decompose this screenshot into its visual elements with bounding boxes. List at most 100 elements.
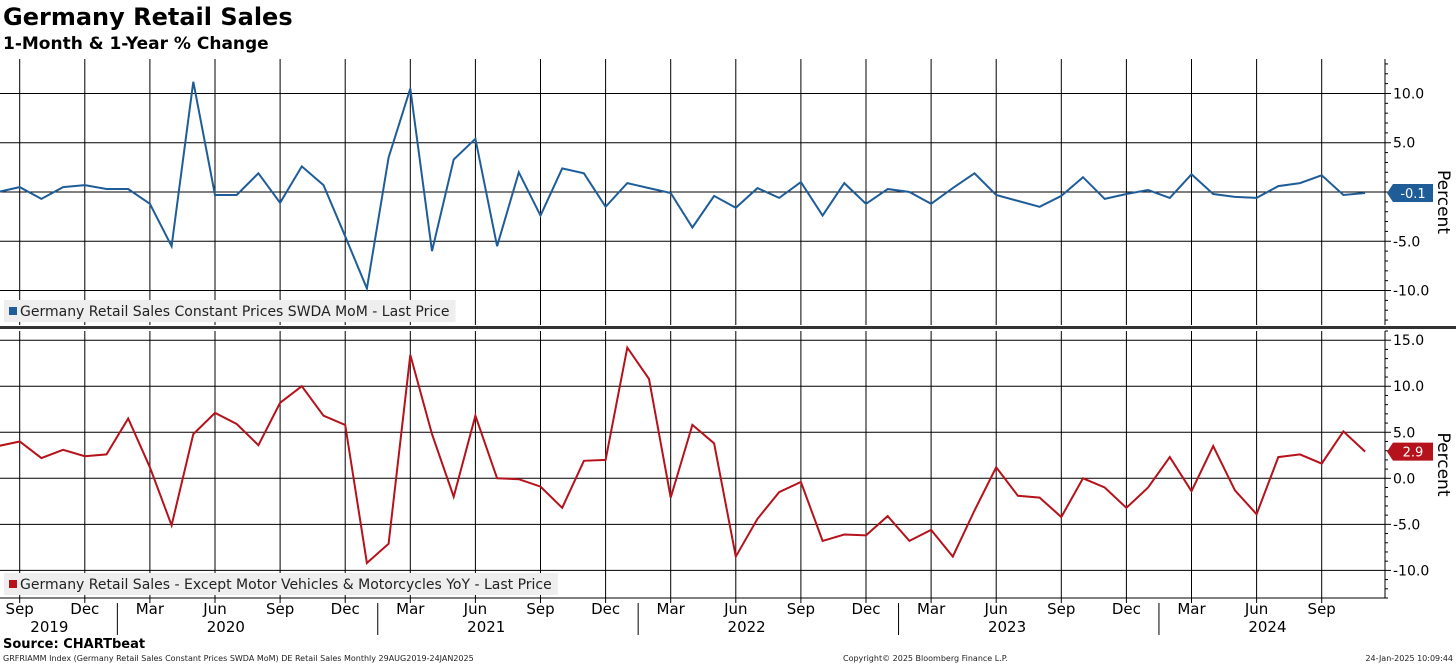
data-point-mom: [1234, 196, 1236, 198]
data-point-mom: [908, 191, 910, 193]
data-point-yoy: [1277, 456, 1279, 458]
data-point-yoy: [952, 555, 954, 557]
data-point-yoy: [366, 562, 368, 564]
data-point-mom: [539, 214, 541, 216]
data-point-yoy: [735, 555, 737, 557]
last-value-text-mom: -0.1: [1400, 187, 1425, 202]
data-point-mom: [257, 172, 259, 174]
data-point-yoy: [713, 442, 715, 444]
data-point-yoy: [843, 533, 845, 535]
x-tick-label: Sep: [1047, 600, 1075, 618]
data-point-mom: [214, 194, 216, 196]
data-point-mom: [930, 203, 932, 205]
last-value-badge-mom: [1387, 183, 1433, 202]
data-point-mom: [561, 167, 563, 169]
data-point-yoy: [1169, 456, 1171, 458]
data-point-mom: [648, 187, 650, 189]
data-point-mom: [1104, 198, 1106, 200]
y-tick-label-yoy: 5.0: [1393, 425, 1415, 441]
data-point-yoy: [1255, 513, 1257, 515]
x-tick-label: Jun: [1244, 600, 1268, 618]
x-tick-label: Mar: [136, 600, 165, 618]
y-tick-label-yoy: 10.0: [1393, 379, 1424, 395]
x-tick-label: Mar: [1177, 600, 1206, 618]
data-point-yoy: [40, 457, 42, 459]
y-tick-label-yoy: 15.0: [1393, 333, 1424, 349]
data-point-mom: [387, 156, 389, 158]
data-point-yoy: [257, 444, 259, 446]
data-point-mom: [518, 171, 520, 173]
data-point-yoy: [1125, 507, 1127, 509]
data-point-yoy: [1147, 486, 1149, 488]
data-point-mom: [1255, 197, 1257, 199]
last-value-text-yoy: 2.9: [1403, 446, 1424, 461]
data-point-mom: [301, 165, 303, 167]
data-point-yoy: [236, 423, 238, 425]
data-point-yoy: [930, 529, 932, 531]
last-value-badge-yoy: [1387, 442, 1433, 461]
y-tick-label-yoy: 0.0: [1393, 471, 1415, 487]
data-point-mom: [474, 138, 476, 140]
data-point-yoy: [1104, 486, 1106, 488]
data-point-mom: [105, 188, 107, 190]
data-point-mom: [1017, 200, 1019, 202]
x-year-label: 2021: [467, 618, 505, 636]
data-point-yoy: [756, 518, 758, 520]
data-point-yoy: [648, 378, 650, 380]
data-point-yoy: [409, 354, 411, 356]
data-point-mom: [1060, 195, 1062, 197]
data-point-yoy: [670, 496, 672, 498]
ticker-info: GRFRIAMM Index (Germany Retail Sales Con…: [3, 654, 474, 663]
data-point-yoy: [453, 496, 455, 498]
legend-label-mom: Germany Retail Sales Constant Prices SWD…: [20, 304, 450, 320]
data-point-yoy: [387, 543, 389, 545]
data-point-mom: [713, 195, 715, 197]
data-point-mom: [843, 182, 845, 184]
series-line-yoy: [0, 345, 1366, 565]
data-point-yoy: [322, 415, 324, 417]
data-point-yoy: [800, 481, 802, 483]
x-tick-label: Jun: [723, 600, 747, 618]
x-year-label: 2019: [30, 618, 68, 636]
data-point-yoy: [539, 485, 541, 487]
data-point-mom: [127, 188, 129, 190]
x-tick-label: Dec: [70, 600, 99, 618]
y-axis-label-yoy: Percent: [1433, 433, 1453, 497]
data-point-mom: [1299, 182, 1301, 184]
x-tick-label: Sep: [1308, 600, 1336, 618]
data-point-mom: [192, 81, 194, 83]
data-point-yoy: [1321, 462, 1323, 464]
x-tick-label: Jun: [463, 600, 487, 618]
x-tick-label: Sep: [266, 600, 294, 618]
data-point-yoy: [626, 346, 628, 348]
x-tick-label: Mar: [657, 600, 686, 618]
x-tick-label: Mar: [396, 600, 425, 618]
data-point-mom: [1147, 189, 1149, 191]
data-point-yoy: [474, 415, 476, 417]
data-point-mom: [279, 202, 281, 204]
data-point-yoy: [192, 433, 194, 435]
y-tick-label-mom: -10.0: [1393, 284, 1429, 300]
data-point-yoy: [1234, 489, 1236, 491]
data-point-yoy: [583, 460, 585, 462]
data-point-yoy: [149, 466, 151, 468]
y-tick-label-yoy: -5.0: [1393, 517, 1420, 533]
data-point-mom: [1125, 193, 1127, 195]
panel-separator: [0, 326, 1456, 329]
data-point-mom: [626, 182, 628, 184]
data-point-mom: [887, 188, 889, 190]
y-tick-label-mom: -5.0: [1393, 234, 1420, 250]
data-point-yoy: [105, 453, 107, 455]
data-point-mom: [1212, 193, 1214, 195]
x-year-label: 2024: [1248, 618, 1286, 636]
data-point-yoy: [1364, 450, 1366, 452]
copyright: Copyright© 2025 Bloomberg Finance L.P.: [843, 654, 1008, 663]
data-point-mom: [1321, 174, 1323, 176]
series-line-mom: [0, 81, 1366, 293]
data-point-mom: [756, 187, 758, 189]
data-point-yoy: [995, 466, 997, 468]
data-point-yoy: [973, 509, 975, 511]
x-year-label: 2022: [728, 618, 766, 636]
y-tick-label-yoy: -10.0: [1393, 563, 1429, 579]
